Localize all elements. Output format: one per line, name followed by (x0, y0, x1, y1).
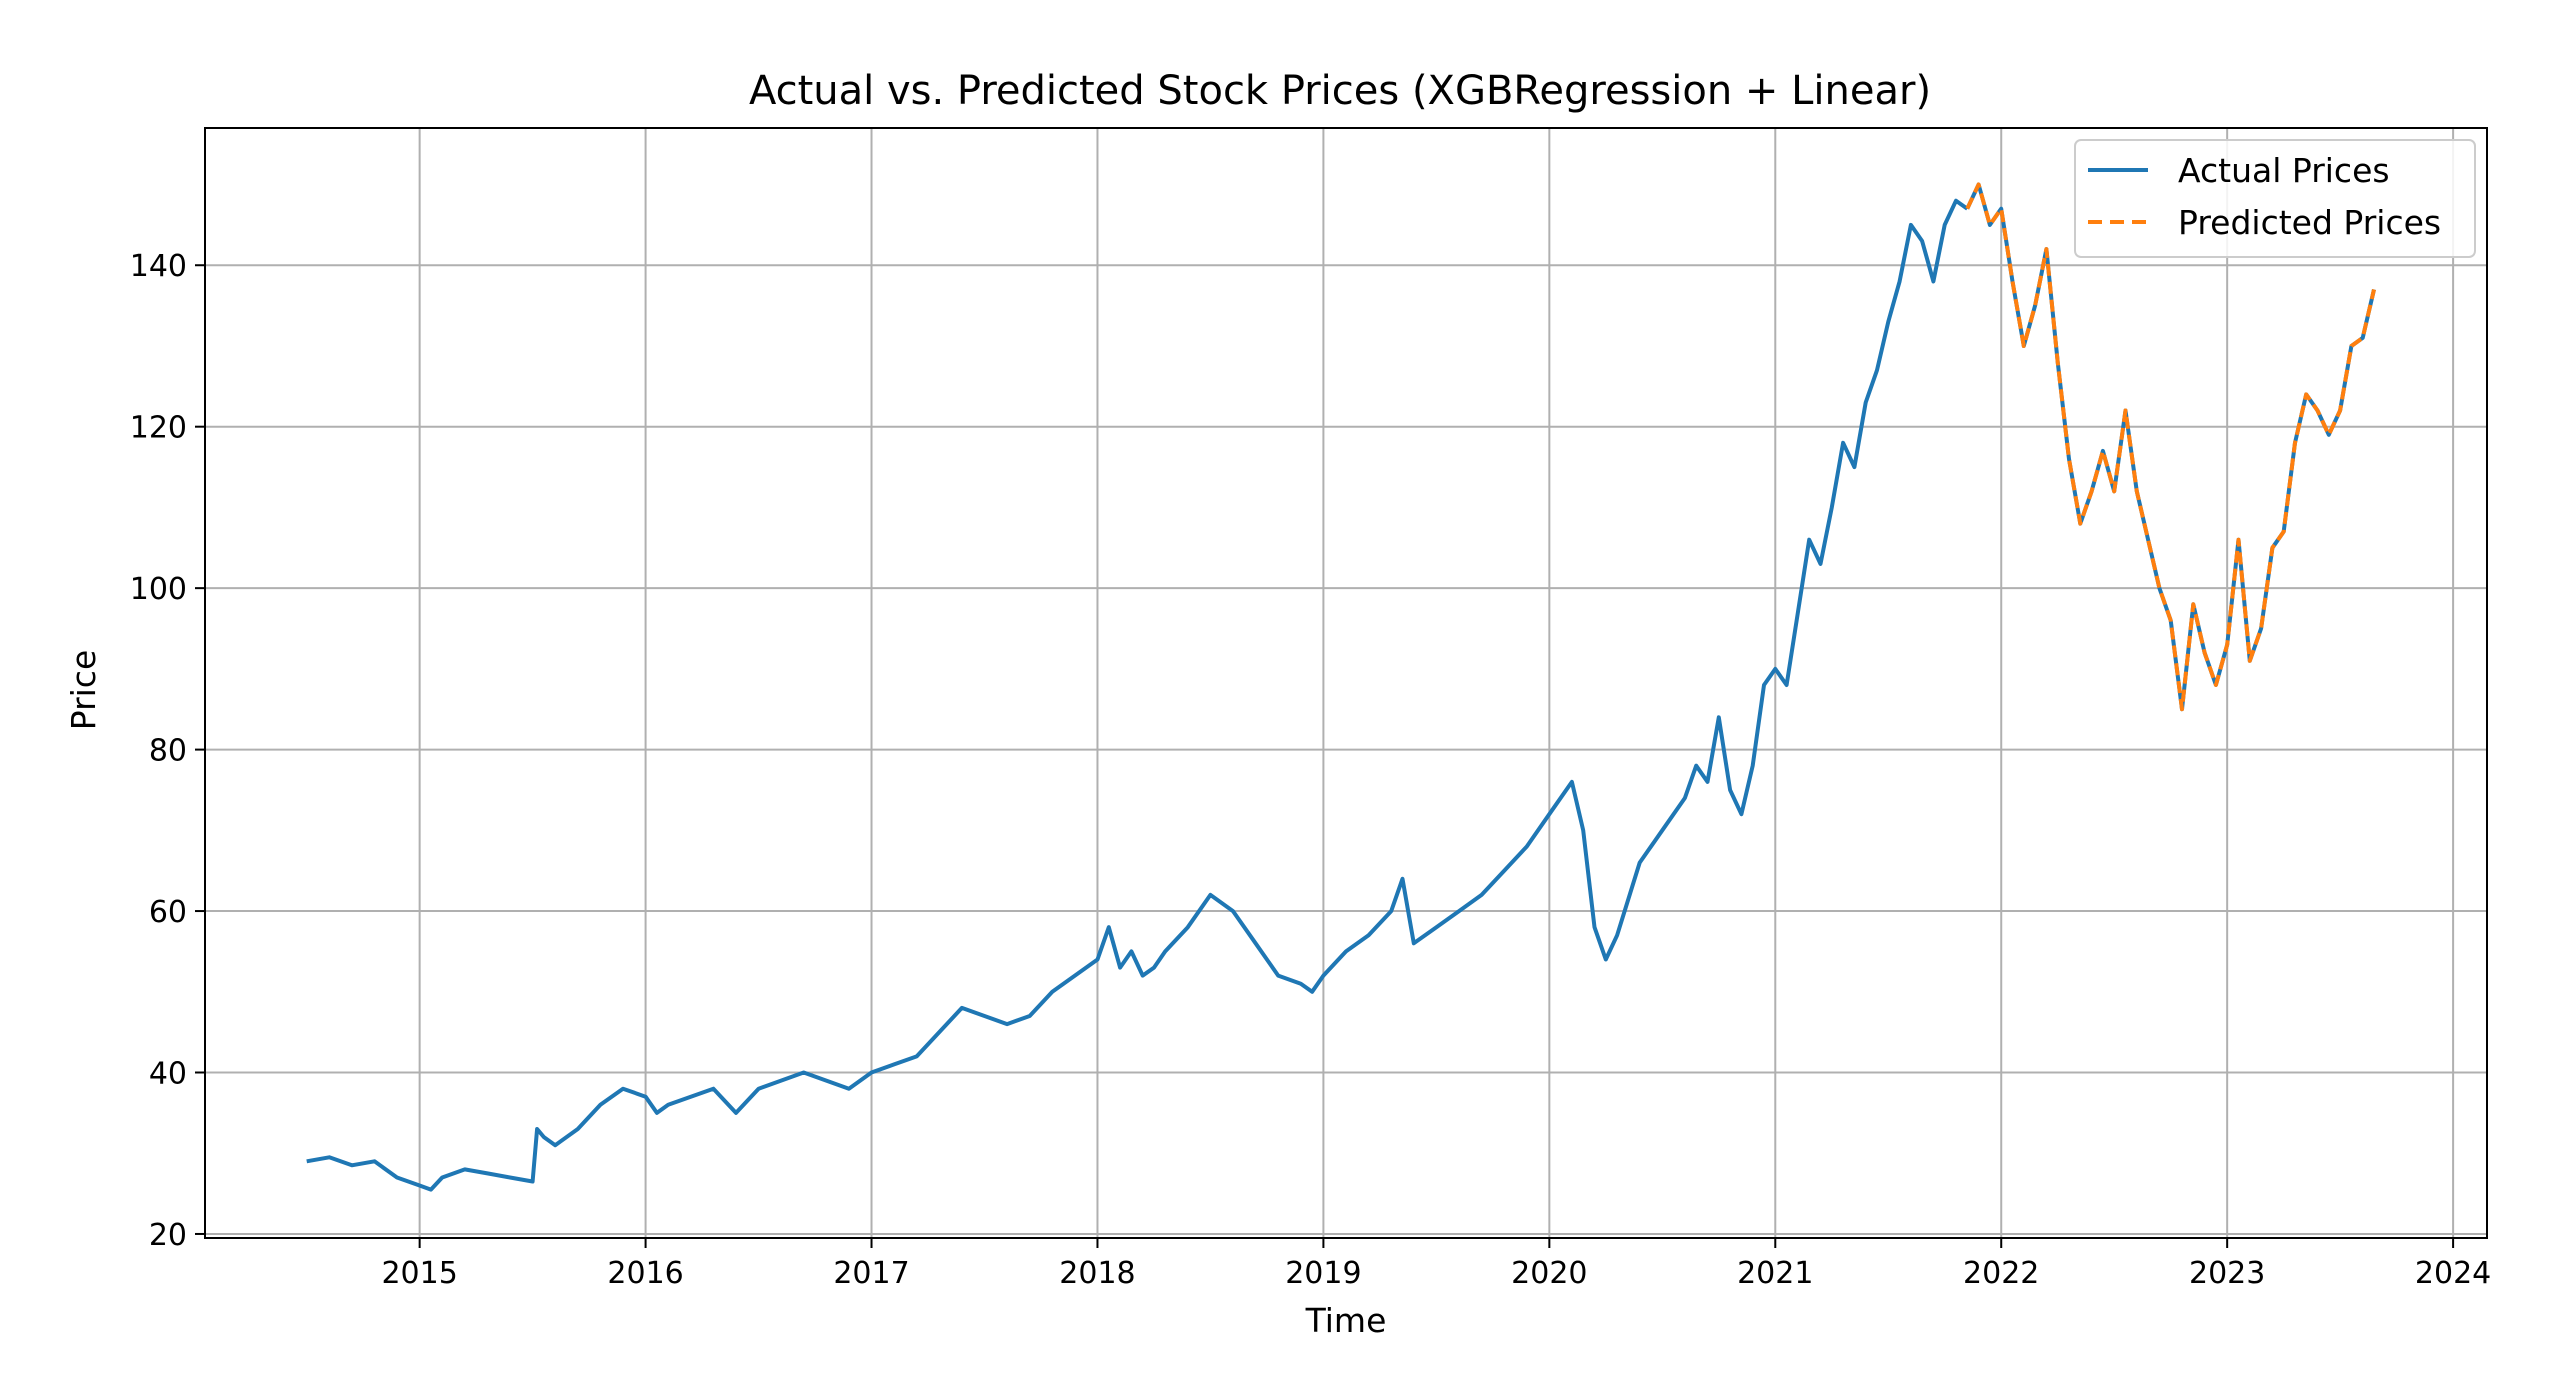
y-tick-label: 60 (149, 895, 187, 930)
y-tick-label: 20 (149, 1218, 187, 1253)
grid-lines (205, 128, 2487, 1238)
legend-actual-label: Actual Prices (2178, 151, 2390, 190)
y-axis-label: Price (64, 650, 103, 731)
x-tick-label: 2021 (1737, 1256, 1813, 1291)
y-tick-label: 140 (130, 249, 187, 284)
series-line-actual-prices (306, 198, 1969, 1192)
x-tick-label: 2020 (1511, 1256, 1587, 1291)
plot-frame (204, 127, 2488, 1239)
x-tick-label: 2023 (2189, 1256, 2265, 1291)
x-tick-label: 2022 (1963, 1256, 2039, 1291)
y-tick-label: 40 (149, 1057, 187, 1092)
series-layer (306, 182, 2376, 1192)
x-tick-label: 2017 (833, 1256, 909, 1291)
chart-title: Actual vs. Predicted Stock Prices (XGBRe… (749, 68, 1931, 114)
y-tick-label: 80 (149, 734, 187, 769)
x-tick-label: 2018 (1059, 1256, 1135, 1291)
x-tick-label: 2015 (381, 1256, 457, 1291)
x-axis-label: Time (1305, 1301, 1387, 1340)
legend: Actual Prices Predicted Prices (2074, 139, 2476, 258)
y-tick-label: 100 (130, 572, 187, 607)
x-tick-label: 2024 (2415, 1256, 2491, 1291)
x-tick-label: 2016 (607, 1256, 683, 1291)
legend-box (2074, 139, 2476, 258)
y-axis-ticks: 20 40 60 80 100 120 140 (130, 249, 205, 1253)
series-line-predicted-prices (1965, 182, 2376, 712)
x-axis-ticks: 2015 2016 2017 2018 2019 2020 2021 2022 2023 2024 (381, 1238, 2491, 1291)
legend-predicted-label: Predicted Prices (2178, 203, 2441, 242)
y-tick-label: 120 (130, 411, 187, 446)
x-tick-label: 2019 (1285, 1256, 1361, 1291)
